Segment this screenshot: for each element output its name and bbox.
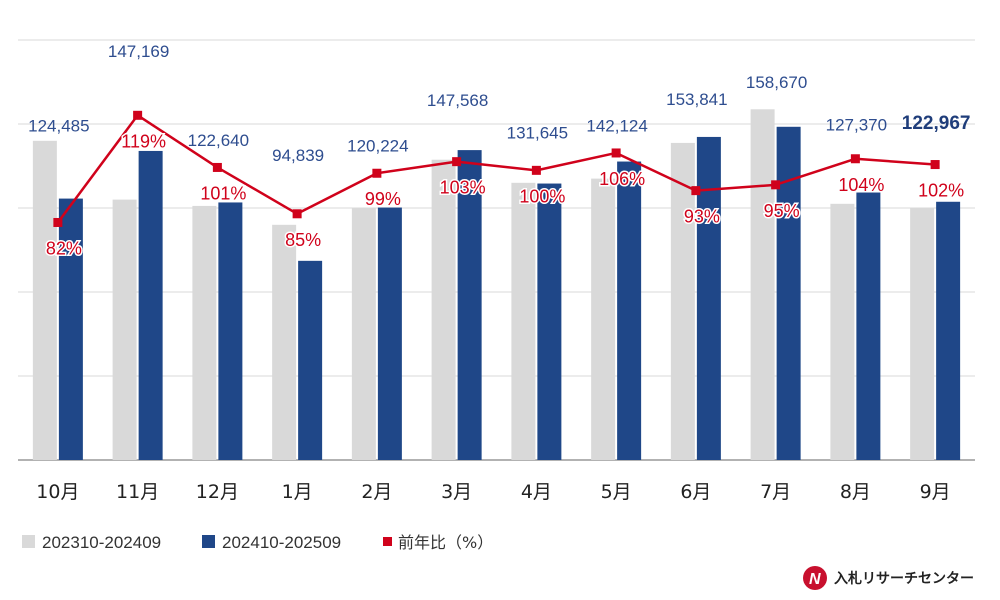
bar-prev xyxy=(591,178,616,460)
bar-prev xyxy=(431,159,456,460)
legend-swatch-curr xyxy=(202,535,215,548)
bar-curr xyxy=(138,150,163,460)
logo-mark-letter: N xyxy=(809,571,821,588)
ratio-marker xyxy=(611,148,621,158)
bar-curr xyxy=(218,202,243,460)
bar-curr xyxy=(537,183,562,460)
x-tick-label: 9月 xyxy=(920,481,951,503)
x-tick-label: 6月 xyxy=(680,481,711,503)
ratio-label: 95% xyxy=(764,201,800,221)
ratio-marker xyxy=(372,168,382,178)
ratio-marker xyxy=(133,110,143,120)
bar-prev xyxy=(750,109,775,461)
value-label: 131,645 xyxy=(507,123,568,142)
bar-curr xyxy=(457,150,482,461)
legend-swatch-prev xyxy=(22,535,35,548)
legend-label-ratio: 前年比（%） xyxy=(398,533,493,552)
ratio-marker xyxy=(691,186,701,196)
value-label: 122,967 xyxy=(902,113,971,134)
ratio-label: 99% xyxy=(365,189,401,209)
bar-curr xyxy=(856,192,881,460)
company-logo: N 入札リサーチセンター xyxy=(803,566,974,590)
x-tick-label: 10月 xyxy=(36,481,79,503)
ratio-marker xyxy=(930,160,940,170)
ratio-marker xyxy=(212,162,222,172)
x-tick-label: 7月 xyxy=(760,481,791,503)
ratio-marker xyxy=(452,157,462,167)
bar-prev xyxy=(351,208,376,460)
bar-curr xyxy=(298,260,323,460)
ratio-marker xyxy=(531,165,541,175)
bar-prev xyxy=(112,199,137,460)
x-tick-label: 3月 xyxy=(441,481,472,503)
x-tick-label: 1月 xyxy=(282,481,313,503)
legend-swatch-ratio xyxy=(383,537,392,546)
value-label: 94,839 xyxy=(272,146,324,165)
ratio-marker xyxy=(53,217,63,227)
value-label: 142,124 xyxy=(586,116,647,135)
value-label: 158,670 xyxy=(746,73,807,92)
value-label: 147,568 xyxy=(427,91,488,110)
ratio-label: 100% xyxy=(519,186,565,206)
bar-curr xyxy=(58,198,83,461)
bar-curr xyxy=(936,201,961,461)
logo-mark-icon xyxy=(803,566,827,590)
ratio-marker xyxy=(771,180,781,190)
ratio-label: 103% xyxy=(440,178,486,198)
labels: 10月 11月 12月 1月 2月 3月 4月 5月 6月 7月 8月 9月 124,485 147,16… xyxy=(28,42,970,503)
legend-label-curr: 202410-202509 xyxy=(222,533,341,552)
ratio-label: 102% xyxy=(918,181,964,201)
value-label: 124,485 xyxy=(28,117,89,136)
bar-prev xyxy=(272,224,297,460)
bar-prev xyxy=(830,203,855,461)
bar-curr xyxy=(696,136,721,460)
x-tick-label: 8月 xyxy=(840,481,871,503)
ratio-label: 104% xyxy=(838,175,884,195)
grid-lines xyxy=(18,39,975,461)
bar-prev xyxy=(910,208,935,460)
x-tick-label: 2月 xyxy=(361,481,392,503)
ratio-label: 119% xyxy=(121,131,166,151)
bar-prev xyxy=(670,142,695,460)
value-label: 122,640 xyxy=(188,131,249,150)
ratio-label: 106% xyxy=(599,169,645,189)
x-tick-label: 11月 xyxy=(116,481,159,503)
ratio-line xyxy=(56,114,936,224)
ratio-label: 93% xyxy=(684,207,720,227)
ratio-label: 85% xyxy=(285,230,321,250)
logo-text: 入札リサーチセンター xyxy=(834,570,974,587)
bars xyxy=(32,109,961,461)
x-tick-label: 12月 xyxy=(196,481,239,503)
ratio-line-layer xyxy=(53,110,940,227)
ratio-marker xyxy=(292,209,302,219)
value-label: 147,169 xyxy=(108,42,169,61)
ratio-label: 82% xyxy=(46,238,82,258)
bar-prev xyxy=(32,140,57,461)
ratio-label: 101% xyxy=(200,183,246,203)
legend-label-prev: 202310-202409 xyxy=(42,533,161,552)
x-tick-label: 4月 xyxy=(521,481,552,503)
ratio-marker xyxy=(850,154,860,164)
bar-prev xyxy=(192,205,217,460)
x-tick-label: 5月 xyxy=(601,481,632,503)
value-label: 127,370 xyxy=(826,115,887,134)
bar-curr xyxy=(617,161,642,460)
bar-prev xyxy=(511,182,536,461)
bar-curr xyxy=(377,207,402,460)
legend: 202310-202409 202410-202509 前年比（%） xyxy=(22,533,493,552)
value-label: 153,841 xyxy=(666,90,727,109)
value-label: 120,224 xyxy=(347,137,408,156)
